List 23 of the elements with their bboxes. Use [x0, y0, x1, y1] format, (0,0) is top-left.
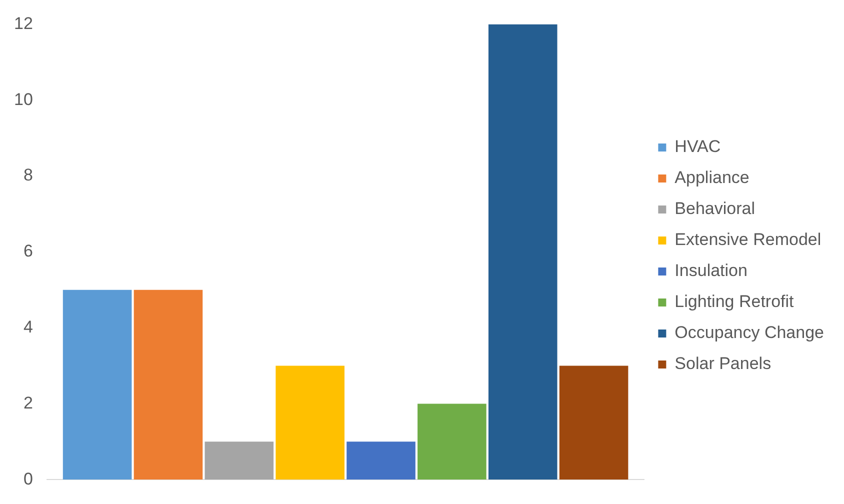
y-tick-label: 6 — [23, 242, 33, 261]
legend-label: Insulation — [674, 261, 748, 280]
legend-label: Solar Panels — [674, 354, 772, 374]
legend-label: Behavioral — [674, 199, 756, 218]
legend-label: Lighting Retrofit — [674, 292, 794, 312]
bar — [134, 290, 203, 480]
y-tick-label: 8 — [23, 166, 33, 185]
legend-label: Appliance — [674, 168, 750, 188]
bar — [559, 366, 628, 480]
bar — [62, 290, 132, 480]
legend-label: Occupancy Change — [674, 323, 824, 342]
bar — [204, 442, 274, 480]
y-tick-label: 2 — [23, 393, 33, 412]
bar — [418, 404, 486, 480]
legend-label: Extensive Remodel — [674, 230, 822, 250]
y-tick-label: 0 — [23, 469, 33, 488]
y-tick-label: 12 — [14, 14, 33, 33]
bar — [346, 442, 416, 480]
y-tick-label: 10 — [14, 90, 33, 109]
y-tick-label: 4 — [23, 317, 33, 336]
bar — [276, 366, 344, 480]
bar — [488, 24, 558, 480]
legend-label: HVAC — [674, 137, 721, 156]
